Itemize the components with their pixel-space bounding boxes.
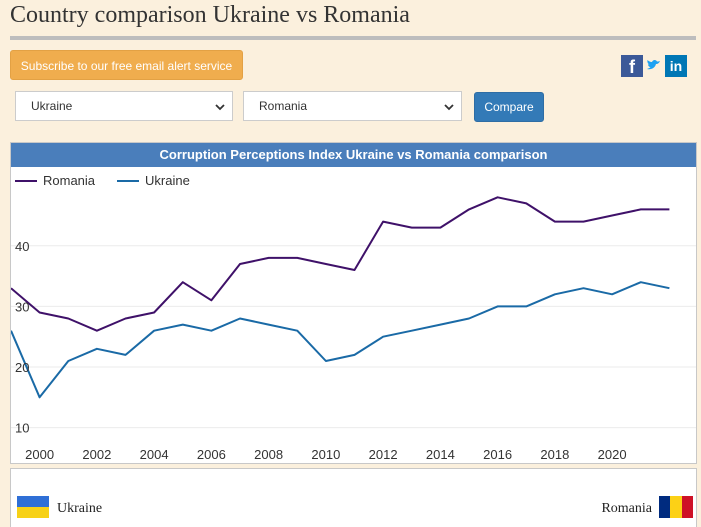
- chart-panel: Romania Ukraine 10 20 30 40 2000 2002 2004 2006 2…: [10, 142, 697, 464]
- chevron-down-icon: [444, 104, 454, 111]
- cpi-line-chart: Romania Ukraine 10 20 30 40 2000 2002 2004 2006 2…: [11, 173, 696, 462]
- country2-select[interactable]: Romania: [243, 91, 462, 121]
- country1-select[interactable]: Ukraine: [15, 91, 233, 121]
- facebook-icon[interactable]: f: [621, 55, 643, 77]
- x-tick-label: 2002: [82, 447, 111, 462]
- country1-select-value: Ukraine: [31, 99, 73, 113]
- x-tick-label: 2000: [25, 447, 54, 462]
- romania-flag-icon: [659, 496, 693, 518]
- y-tick-label: 40: [15, 239, 29, 254]
- chevron-down-icon: [215, 104, 225, 111]
- x-tick-label: 2014: [426, 447, 455, 462]
- country-flags-panel: Ukraine Romania: [10, 468, 697, 527]
- x-tick-label: 2020: [598, 447, 627, 462]
- ukraine-flag-icon: [17, 496, 49, 518]
- x-tick-label: 2004: [140, 447, 169, 462]
- legend-label: Ukraine: [145, 173, 190, 188]
- x-tick-label: 2012: [369, 447, 398, 462]
- subscribe-button[interactable]: Subscribe to our free email alert servic…: [10, 50, 243, 80]
- x-tick-label: 2006: [197, 447, 226, 462]
- y-tick-label: 10: [15, 421, 29, 436]
- x-tick-label: 2010: [311, 447, 340, 462]
- y-tick-label: 30: [15, 299, 29, 314]
- legend-label: Romania: [43, 173, 96, 188]
- country2-select-value: Romania: [259, 99, 308, 113]
- x-tick-label: 2016: [483, 447, 512, 462]
- series-line-ukraine: [11, 281, 670, 399]
- right-country-label: Romania: [601, 501, 652, 516]
- title-divider: [10, 36, 696, 40]
- x-tick-label: 2008: [254, 447, 283, 462]
- left-country-label: Ukraine: [57, 501, 103, 516]
- linkedin-icon[interactable]: in: [665, 55, 687, 77]
- chart-title: Corruption Perceptions Index Ukraine vs …: [11, 143, 696, 167]
- series-line-romania: [11, 196, 670, 332]
- page-title: Country comparison Ukraine vs Romania: [10, 2, 410, 28]
- x-tick-label: 2018: [540, 447, 569, 462]
- compare-button[interactable]: Compare: [474, 92, 544, 122]
- y-tick-label: 20: [15, 360, 29, 375]
- twitter-icon[interactable]: [645, 55, 663, 77]
